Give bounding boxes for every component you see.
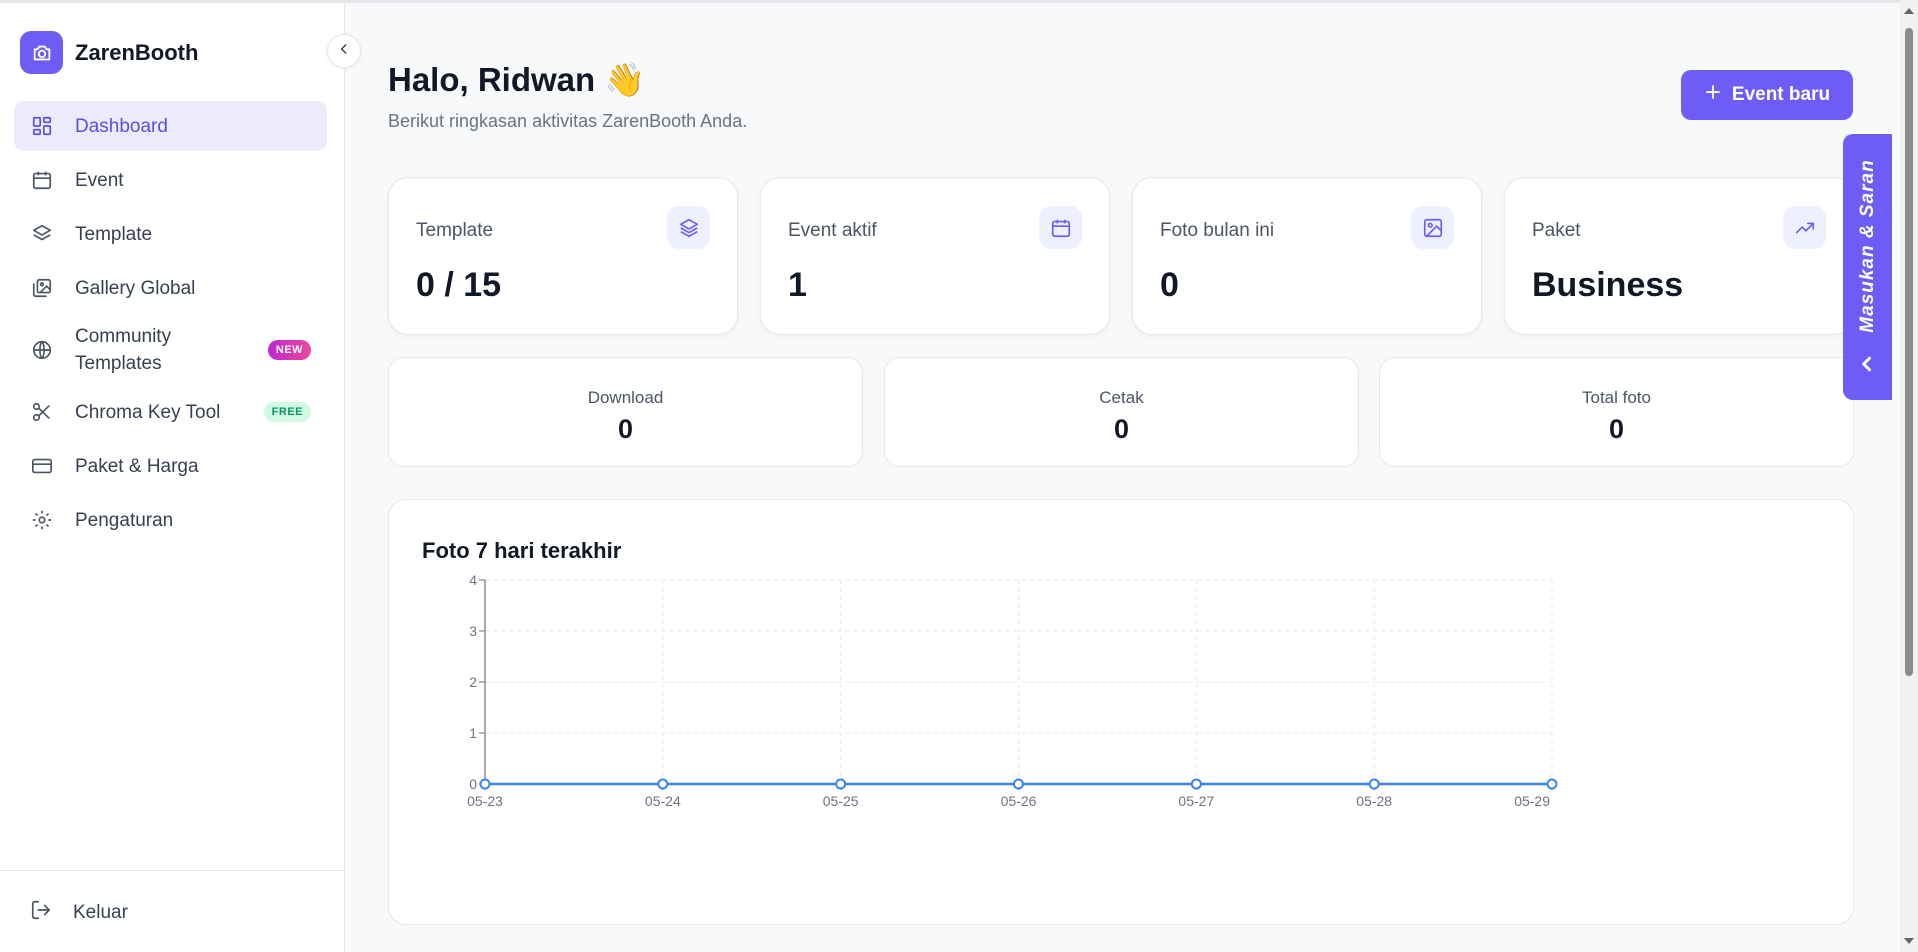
image-icon (1411, 206, 1454, 249)
plus-icon (1704, 83, 1722, 107)
sidebar-footer: Keluar (0, 870, 344, 952)
globe-icon (30, 338, 54, 362)
stat-card-paket: Paket Business (1504, 177, 1854, 335)
free-badge: FREE (263, 402, 311, 422)
dashboard-icon (30, 114, 54, 138)
mini-stat-total-foto: Total foto 0 (1379, 357, 1854, 467)
trending-up-icon (1783, 206, 1826, 249)
page-subtitle: Berikut ringkasan aktivitas ZarenBooth A… (388, 111, 748, 131)
y-tick-label: 1 (469, 725, 477, 741)
scrollbar[interactable] (1900, 0, 1918, 952)
stat-value: 0 / 15 (416, 266, 502, 304)
y-tick-label: 3 (469, 623, 477, 639)
sidebar-item-label: Chroma Key Tool (75, 401, 221, 423)
stat-card-template: Template 0 / 15 (388, 177, 738, 335)
sidebar-item-label: Event (75, 169, 124, 191)
stat-card-event-aktif: Event aktif 1 (760, 177, 1110, 335)
sidebar-item-pengaturan[interactable]: Pengaturan (14, 495, 327, 545)
sidebar-item-label: Template (75, 223, 153, 245)
logout-label: Keluar (73, 902, 128, 923)
sidebar-item-label: Gallery Global (75, 277, 196, 299)
sidebar-item-event[interactable]: Event (14, 155, 327, 205)
sidebar-item-template[interactable]: Template (14, 209, 327, 259)
mini-stat-value: 0 (1608, 414, 1625, 444)
gear-icon (30, 508, 54, 532)
sidebar-item-dashboard[interactable]: Dashboard (14, 101, 327, 151)
collapse-sidebar-button[interactable] (327, 34, 361, 68)
mini-stat-value: 0 (617, 414, 634, 444)
scroll-up-arrow[interactable] (1904, 8, 1914, 14)
logout-icon (30, 899, 52, 927)
calendar-icon (30, 168, 54, 192)
sidebar: ZarenBooth Dashboard Event Template Gall… (0, 3, 345, 952)
x-tick-label: 05-25 (823, 793, 859, 809)
x-tick-label: 05-27 (1178, 793, 1214, 809)
sidebar-item-label: Paket & Harga (75, 455, 199, 477)
stat-value: 0 (1160, 266, 1179, 304)
sidebar-item-community-templates[interactable]: Community Templates NEW (14, 317, 327, 383)
page-title: Halo, Ridwan 👋 (388, 61, 646, 98)
stat-card-foto-bulan-ini: Foto bulan ini 0 (1132, 177, 1482, 335)
feedback-tab[interactable]: Masukan & Saran (1843, 134, 1892, 400)
logout-button[interactable]: Keluar (30, 899, 128, 927)
sidebar-item-paket-harga[interactable]: Paket & Harga (14, 441, 327, 491)
new-event-button[interactable]: Event baru (1681, 70, 1853, 120)
x-tick-label: 05-29 (1514, 793, 1550, 809)
layers-icon (30, 222, 54, 246)
mini-stat-download: Download 0 (388, 357, 863, 467)
mini-stat-label: Cetak (1099, 388, 1144, 407)
data-point (1368, 778, 1380, 790)
camera-icon (20, 31, 63, 74)
data-point (835, 778, 847, 790)
feedback-label: Masukan & Saran (1856, 159, 1878, 333)
new-badge: NEW (267, 340, 311, 360)
x-tick-label: 05-26 (1001, 793, 1037, 809)
sidebar-item-gallery-global[interactable]: Gallery Global (14, 263, 327, 313)
y-tick-label: 0 (469, 776, 477, 792)
brand-name: ZarenBooth (75, 39, 199, 65)
scroll-down-arrow[interactable] (1904, 938, 1914, 944)
scroll-thumb[interactable] (1905, 28, 1913, 676)
y-tick-label: 2 (469, 674, 477, 690)
sidebar-item-label: Dashboard (75, 115, 168, 137)
chevron-left-icon (1857, 354, 1877, 379)
credit-card-icon (30, 454, 54, 478)
chevron-left-icon (337, 42, 351, 61)
sidebar-nav: Dashboard Event Template Gallery Global … (14, 101, 327, 549)
stat-label: Event aktif (788, 220, 877, 241)
x-tick-label: 05-28 (1356, 793, 1392, 809)
sidebar-item-chroma-key-tool[interactable]: Chroma Key Tool FREE (14, 387, 327, 437)
data-point (1190, 778, 1202, 790)
sidebar-item-label: Pengaturan (75, 509, 174, 531)
x-tick-label: 05-24 (645, 793, 681, 809)
stat-label: Template (416, 220, 494, 241)
line-chart: 0 1 2 3 4 05-23 05-24 05-25 05-26 05-27 05-28 05-29 (467, 572, 1558, 809)
chart-title: Foto 7 hari terakhir (422, 538, 622, 563)
stat-value: 1 (788, 266, 807, 304)
stat-label: Foto bulan ini (1160, 220, 1275, 241)
calendar-icon (1039, 206, 1082, 249)
x-tick-label: 05-23 (467, 793, 503, 809)
chart-card: Foto 7 hari terakhir 0 1 2 3 4 05-23 05-24 05-2… (388, 499, 1854, 925)
gallery-icon (30, 276, 54, 300)
y-tick-label: 4 (469, 572, 477, 588)
data-point (657, 778, 669, 790)
top-border (0, 0, 1900, 3)
data-point (1013, 778, 1024, 790)
stat-value: Business (1532, 266, 1684, 304)
layers-icon (667, 206, 710, 249)
mini-stat-label: Total foto (1582, 388, 1651, 407)
mini-stat-label: Download (587, 388, 664, 407)
data-point (479, 778, 491, 790)
brand[interactable]: ZarenBooth (20, 31, 198, 74)
sidebar-item-label: Community Templates (75, 326, 172, 374)
mini-stat-cetak: Cetak 0 (884, 357, 1359, 467)
stat-label: Paket (1532, 220, 1581, 241)
mini-stat-value: 0 (1113, 414, 1130, 444)
scissors-icon (30, 400, 54, 424)
data-point (1546, 778, 1558, 790)
new-event-label: Event baru (1731, 84, 1831, 105)
